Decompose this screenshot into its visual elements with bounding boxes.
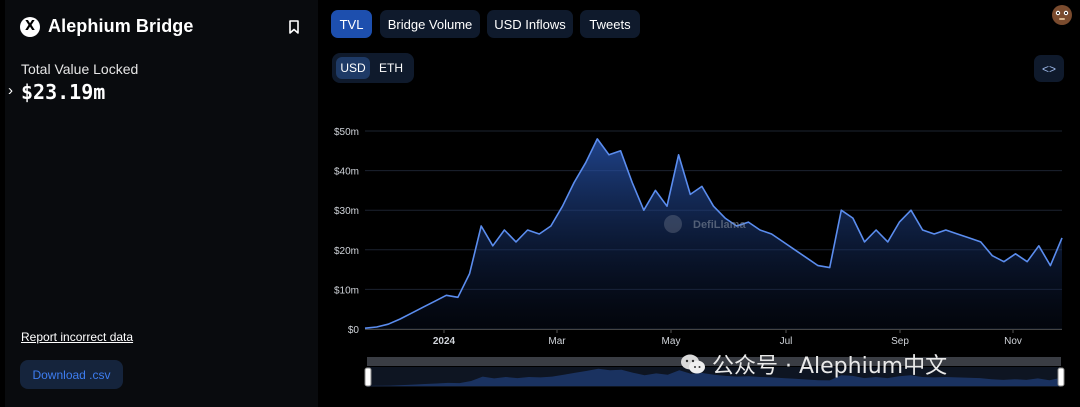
page-title: Alephium Bridge [48,16,194,36]
embed-code-button[interactable]: <> [1034,55,1064,82]
wechat-watermark: 公众号 · Alephium中文 [680,348,947,380]
brand: X Alephium Bridge [20,16,194,37]
sidebar: X Alephium Bridge Total Value Locked › $… [5,0,318,407]
currency-toggle: USD ETH [332,53,414,83]
tab-tweets[interactable]: Tweets [580,10,640,38]
report-incorrect-data-link[interactable]: Report incorrect data [21,330,134,344]
tab-tvl[interactable]: TVL [331,10,372,38]
currency-eth-option[interactable]: ETH [379,61,403,75]
avatar[interactable] [1048,0,1076,26]
wechat-icon [681,354,705,374]
chevron-right-icon[interactable]: › [8,82,13,99]
currency-usd-option[interactable]: USD [336,57,370,79]
tab-usd-inflows[interactable]: USD Inflows [487,10,573,38]
bookmark-icon[interactable] [286,19,302,35]
watermark-text: 公众号 · Alephium中文 [712,354,948,379]
download-csv-button[interactable]: Download .csv [20,360,123,389]
tab-bridge-volume[interactable]: Bridge Volume [380,10,480,38]
tvl-value: $23.19m [21,80,106,104]
alephium-logo-icon: X [20,16,40,37]
main-panel [318,0,1080,407]
tvl-label: Total Value Locked [21,61,139,77]
